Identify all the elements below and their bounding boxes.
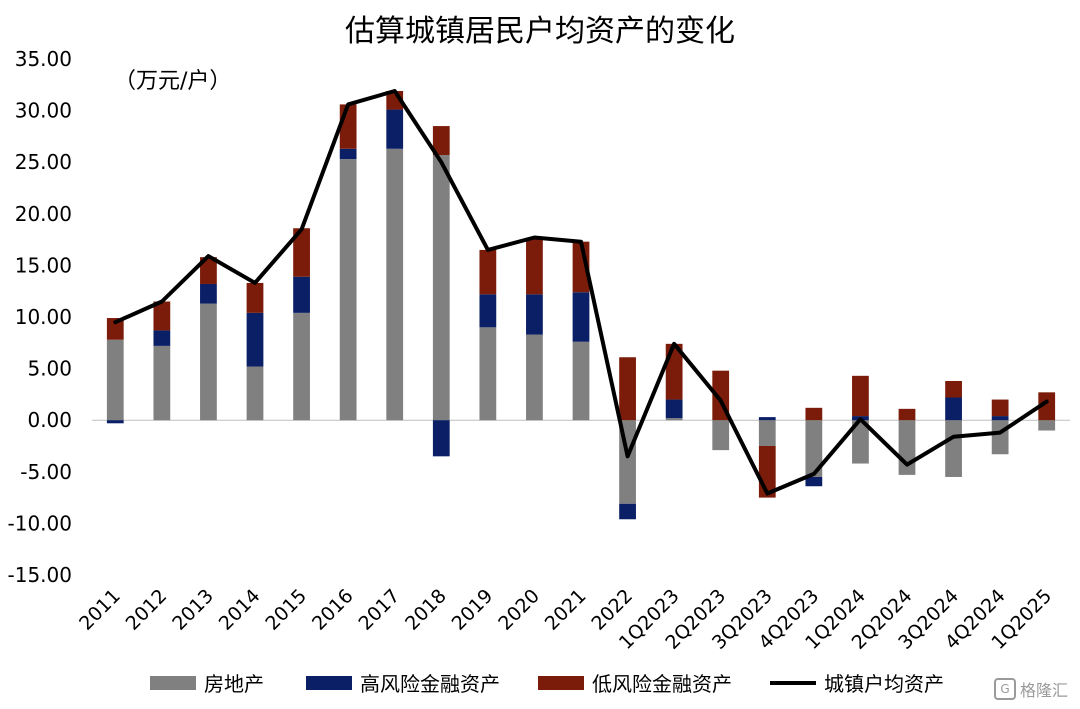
legend-label-real-estate: 房地产 <box>204 672 264 696</box>
bar-segment <box>293 312 310 421</box>
x-tick-label: 2012 <box>122 585 172 635</box>
bar-segment <box>619 357 636 421</box>
bar-segment <box>339 159 357 421</box>
bar-segment <box>1038 420 1056 431</box>
legend-label-low-risk: 低风险金融资产 <box>592 672 732 696</box>
bar-segment <box>991 420 1009 455</box>
bar-segment <box>153 330 171 346</box>
bar-segment <box>945 380 962 398</box>
legend-swatch-avg-assets <box>770 680 816 685</box>
x-tick-label: 2014 <box>215 585 265 635</box>
bar-segment <box>479 294 497 328</box>
bar-segment <box>200 257 217 284</box>
bar-segment <box>526 294 543 335</box>
bar-segment <box>106 318 124 340</box>
x-tick-label: 2013 <box>168 585 218 635</box>
y-tick-label: 30.00 <box>15 99 72 123</box>
bar-segment <box>246 312 264 367</box>
x-tick-label: 2017 <box>354 585 404 635</box>
watermark-text: 格隆汇 <box>1019 681 1068 700</box>
bar-segment <box>432 154 450 421</box>
y-tick-label: -5.00 <box>20 460 72 484</box>
y-tick-label: -15.00 <box>8 563 72 587</box>
bar-segment <box>945 397 962 421</box>
bar-segment <box>805 420 823 477</box>
bar-segment <box>991 399 1009 417</box>
legend-swatch-high-risk <box>306 675 352 690</box>
bar-segment <box>805 407 823 421</box>
bar-segment <box>1038 392 1056 421</box>
bar-segment <box>619 503 636 520</box>
y-tick-label: 10.00 <box>15 305 72 329</box>
bar-segment <box>758 417 776 421</box>
bar-segment <box>246 282 264 313</box>
bar-segment <box>106 339 124 421</box>
y-tick-label: 15.00 <box>15 253 72 277</box>
legend-swatch-real-estate <box>150 675 196 690</box>
bar-segment <box>898 420 916 475</box>
bar-segment <box>852 375 869 417</box>
y-tick-label: 25.00 <box>15 150 72 174</box>
avg-assets-line <box>113 89 1049 496</box>
legend-swatch-low-risk <box>538 675 584 690</box>
bar-segment <box>572 292 590 342</box>
bar-segment <box>665 399 683 419</box>
watermark-logo-icon: G <box>993 678 1016 700</box>
legend-label-avg-assets: 城镇户均资产 <box>824 672 944 696</box>
bar-segment <box>339 104 357 149</box>
bar-segment <box>432 126 450 155</box>
legend-item-real-estate: 房地产 <box>150 668 264 697</box>
bar-segment <box>432 420 450 457</box>
bar-segment <box>339 148 357 160</box>
bar-segment <box>293 228 310 277</box>
bar-segment <box>479 327 497 421</box>
bar-segment <box>106 420 124 424</box>
x-tick-label: 2020 <box>494 585 544 635</box>
y-tick-label: 35.00 <box>15 47 72 71</box>
x-tick-label: 2015 <box>261 585 311 635</box>
x-tick-label: 2016 <box>308 585 358 635</box>
bar-segment <box>153 345 171 421</box>
y-tick-label: 0.00 <box>27 408 72 432</box>
x-tick-label: 2021 <box>541 585 591 635</box>
legend: 房地产 高风险金融资产 低风险金融资产 城镇户均资产 <box>0 668 1080 697</box>
bar-segment <box>945 420 962 477</box>
x-tick-label: 2018 <box>401 585 451 635</box>
bar-segment <box>758 420 776 446</box>
bar-segment <box>572 341 590 421</box>
watermark: G 格隆汇 <box>993 677 1068 701</box>
bar-segment <box>479 249 497 295</box>
bar-segment <box>526 334 543 421</box>
y-tick-label: -10.00 <box>8 511 72 535</box>
bar-segment <box>526 237 543 295</box>
legend-item-avg-assets: 城镇户均资产 <box>770 668 944 697</box>
bar-segment <box>898 408 916 421</box>
legend-item-high-risk: 高风险金融资产 <box>306 668 500 697</box>
legend-label-high-risk: 高风险金融资产 <box>360 672 500 696</box>
bar-segment <box>386 109 404 149</box>
bar-segment <box>805 476 823 487</box>
bar-segment <box>153 301 171 331</box>
bar-segment <box>386 148 404 421</box>
x-tick-label: 2019 <box>448 585 498 635</box>
bar-segment <box>246 366 264 421</box>
bar-segment <box>293 276 310 313</box>
bar-segment <box>712 420 730 451</box>
legend-item-low-risk: 低风险金融资产 <box>538 668 732 697</box>
bar-segment <box>665 418 683 421</box>
bar-segment <box>852 420 869 464</box>
y-tick-label: 5.00 <box>27 357 72 381</box>
bar-segment <box>200 303 217 421</box>
chart-title: 估算城镇居民户均资产的变化 <box>345 14 735 49</box>
x-tick-label: 2011 <box>75 585 125 635</box>
y-tick-label: 20.00 <box>15 202 72 226</box>
bar-segment <box>200 283 217 304</box>
unit-label: （万元/户） <box>114 69 232 94</box>
bar-segment <box>991 416 1009 421</box>
